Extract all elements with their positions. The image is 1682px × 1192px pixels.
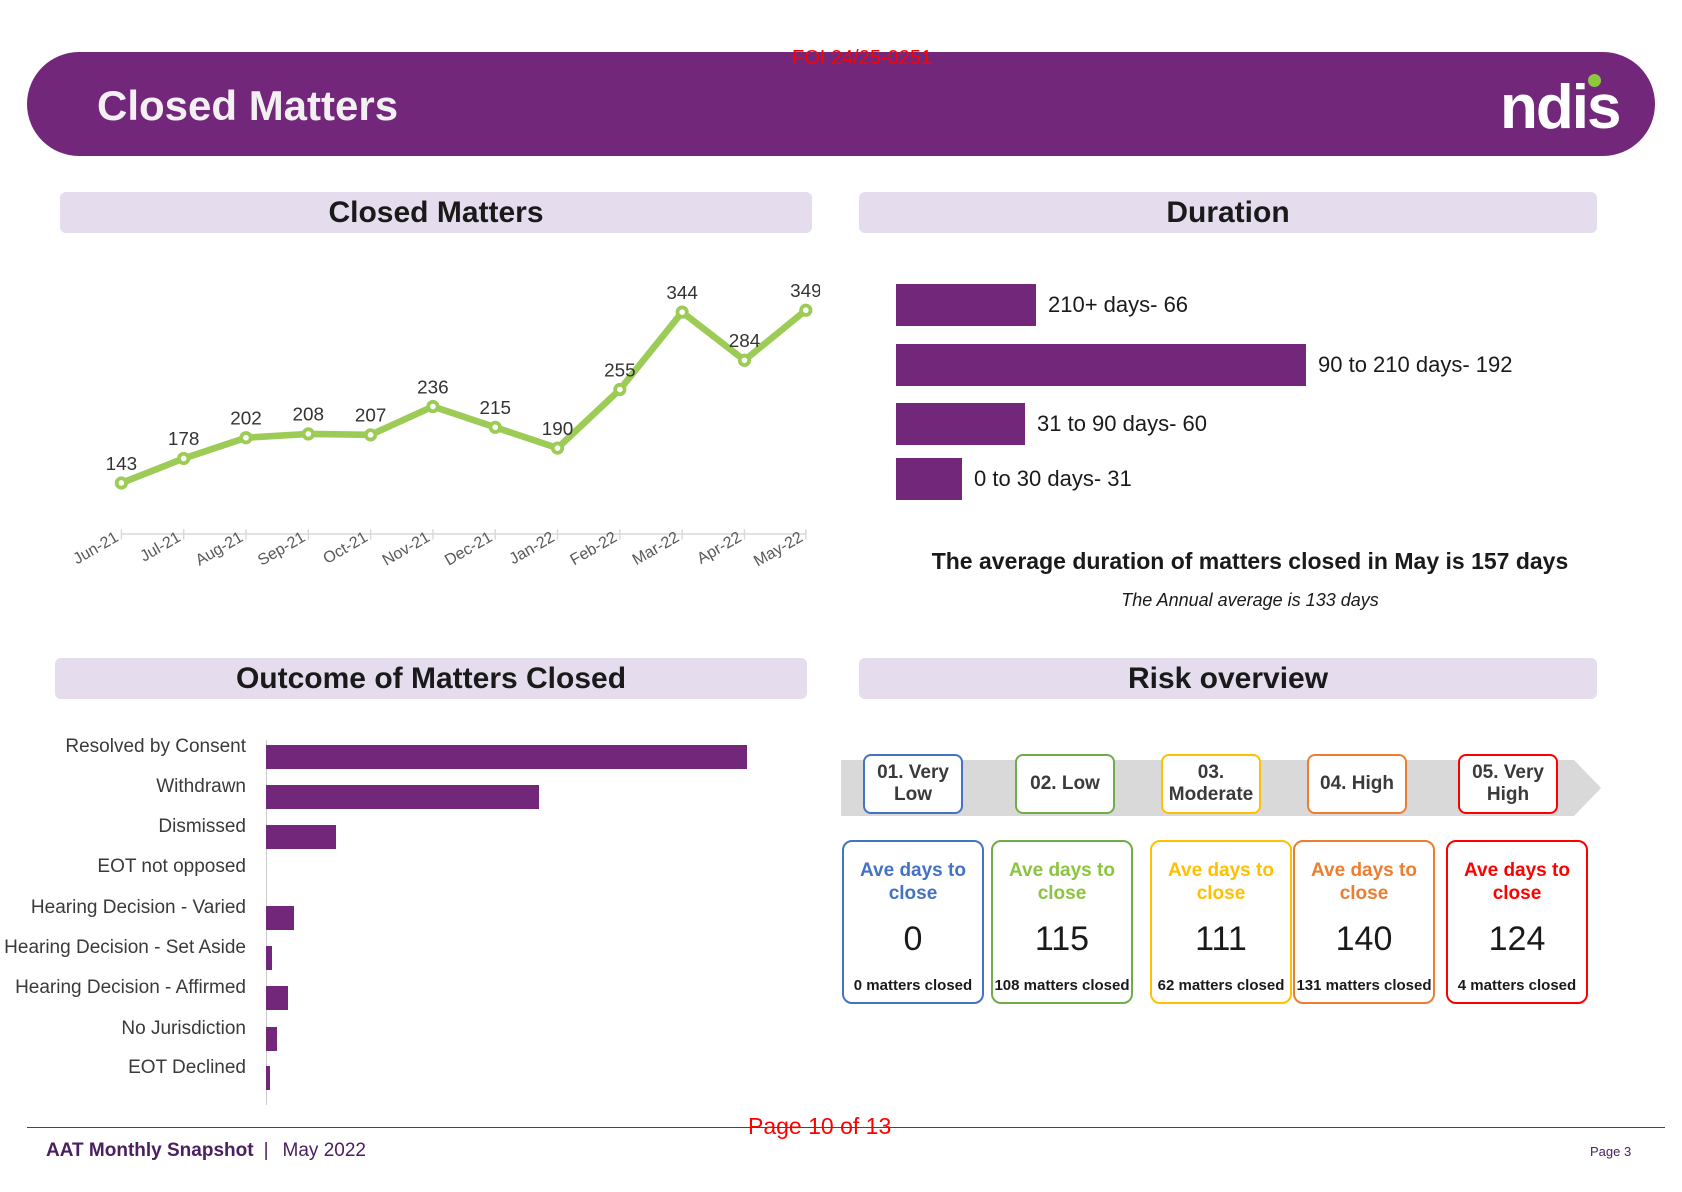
svg-text:Jun-21: Jun-21 — [70, 528, 122, 568]
svg-text:208: 208 — [293, 405, 325, 426]
svg-text:202: 202 — [230, 408, 261, 429]
svg-text:236: 236 — [417, 377, 449, 398]
svg-text:207: 207 — [355, 406, 387, 427]
svg-text:215: 215 — [479, 398, 511, 419]
svg-text:190: 190 — [542, 419, 574, 440]
svg-text:178: 178 — [168, 429, 200, 450]
svg-text:349: 349 — [790, 281, 820, 302]
svg-text:284: 284 — [729, 331, 761, 352]
svg-text:255: 255 — [604, 360, 636, 381]
svg-text:344: 344 — [666, 283, 698, 304]
svg-text:143: 143 — [106, 454, 138, 475]
